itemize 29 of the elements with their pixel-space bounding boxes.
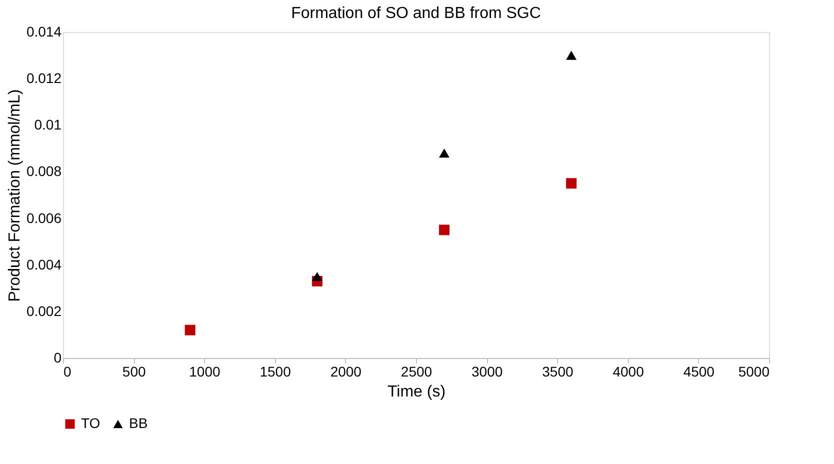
point — [438, 148, 450, 158]
chart-title: Formation of SO and BB from SGC — [291, 5, 541, 22]
y-tick-label: 0.014 — [26, 24, 62, 40]
y-tick-label: 0.01 — [34, 116, 62, 133]
x-tick-label: 500 — [122, 364, 146, 380]
x-tick-label: 3000 — [472, 364, 503, 380]
x-tick-label: 5000 — [738, 364, 770, 380]
y-axis-title: Product Formation (mmol/mL) — [6, 89, 24, 302]
x-tick-label: 1500 — [260, 364, 292, 380]
x-tick-label: 4500 — [683, 364, 715, 380]
point — [566, 178, 577, 189]
y-tick-label: 0.006 — [26, 210, 62, 226]
y-tick-label: 0.012 — [26, 70, 62, 86]
x-axis-title: Time (s) — [387, 384, 446, 400]
y-tick-label: 0.004 — [26, 256, 62, 272]
x-tick-label: 4000 — [612, 364, 644, 380]
y-tick-label: 0.002 — [26, 302, 62, 319]
point — [184, 324, 196, 336]
legend-label: TO — [81, 415, 100, 431]
x-tick-label: 2500 — [400, 364, 432, 380]
point — [312, 272, 322, 282]
x-tick-label: 2000 — [330, 364, 362, 380]
point — [438, 224, 450, 236]
y-tick-label: 0 — [54, 350, 62, 366]
x-tick-label: 1000 — [189, 364, 220, 380]
y-tick-label: 0.008 — [26, 163, 62, 180]
legend-label: BB — [129, 415, 148, 431]
point — [566, 50, 577, 60]
x-tick-label: 3500 — [542, 364, 574, 380]
